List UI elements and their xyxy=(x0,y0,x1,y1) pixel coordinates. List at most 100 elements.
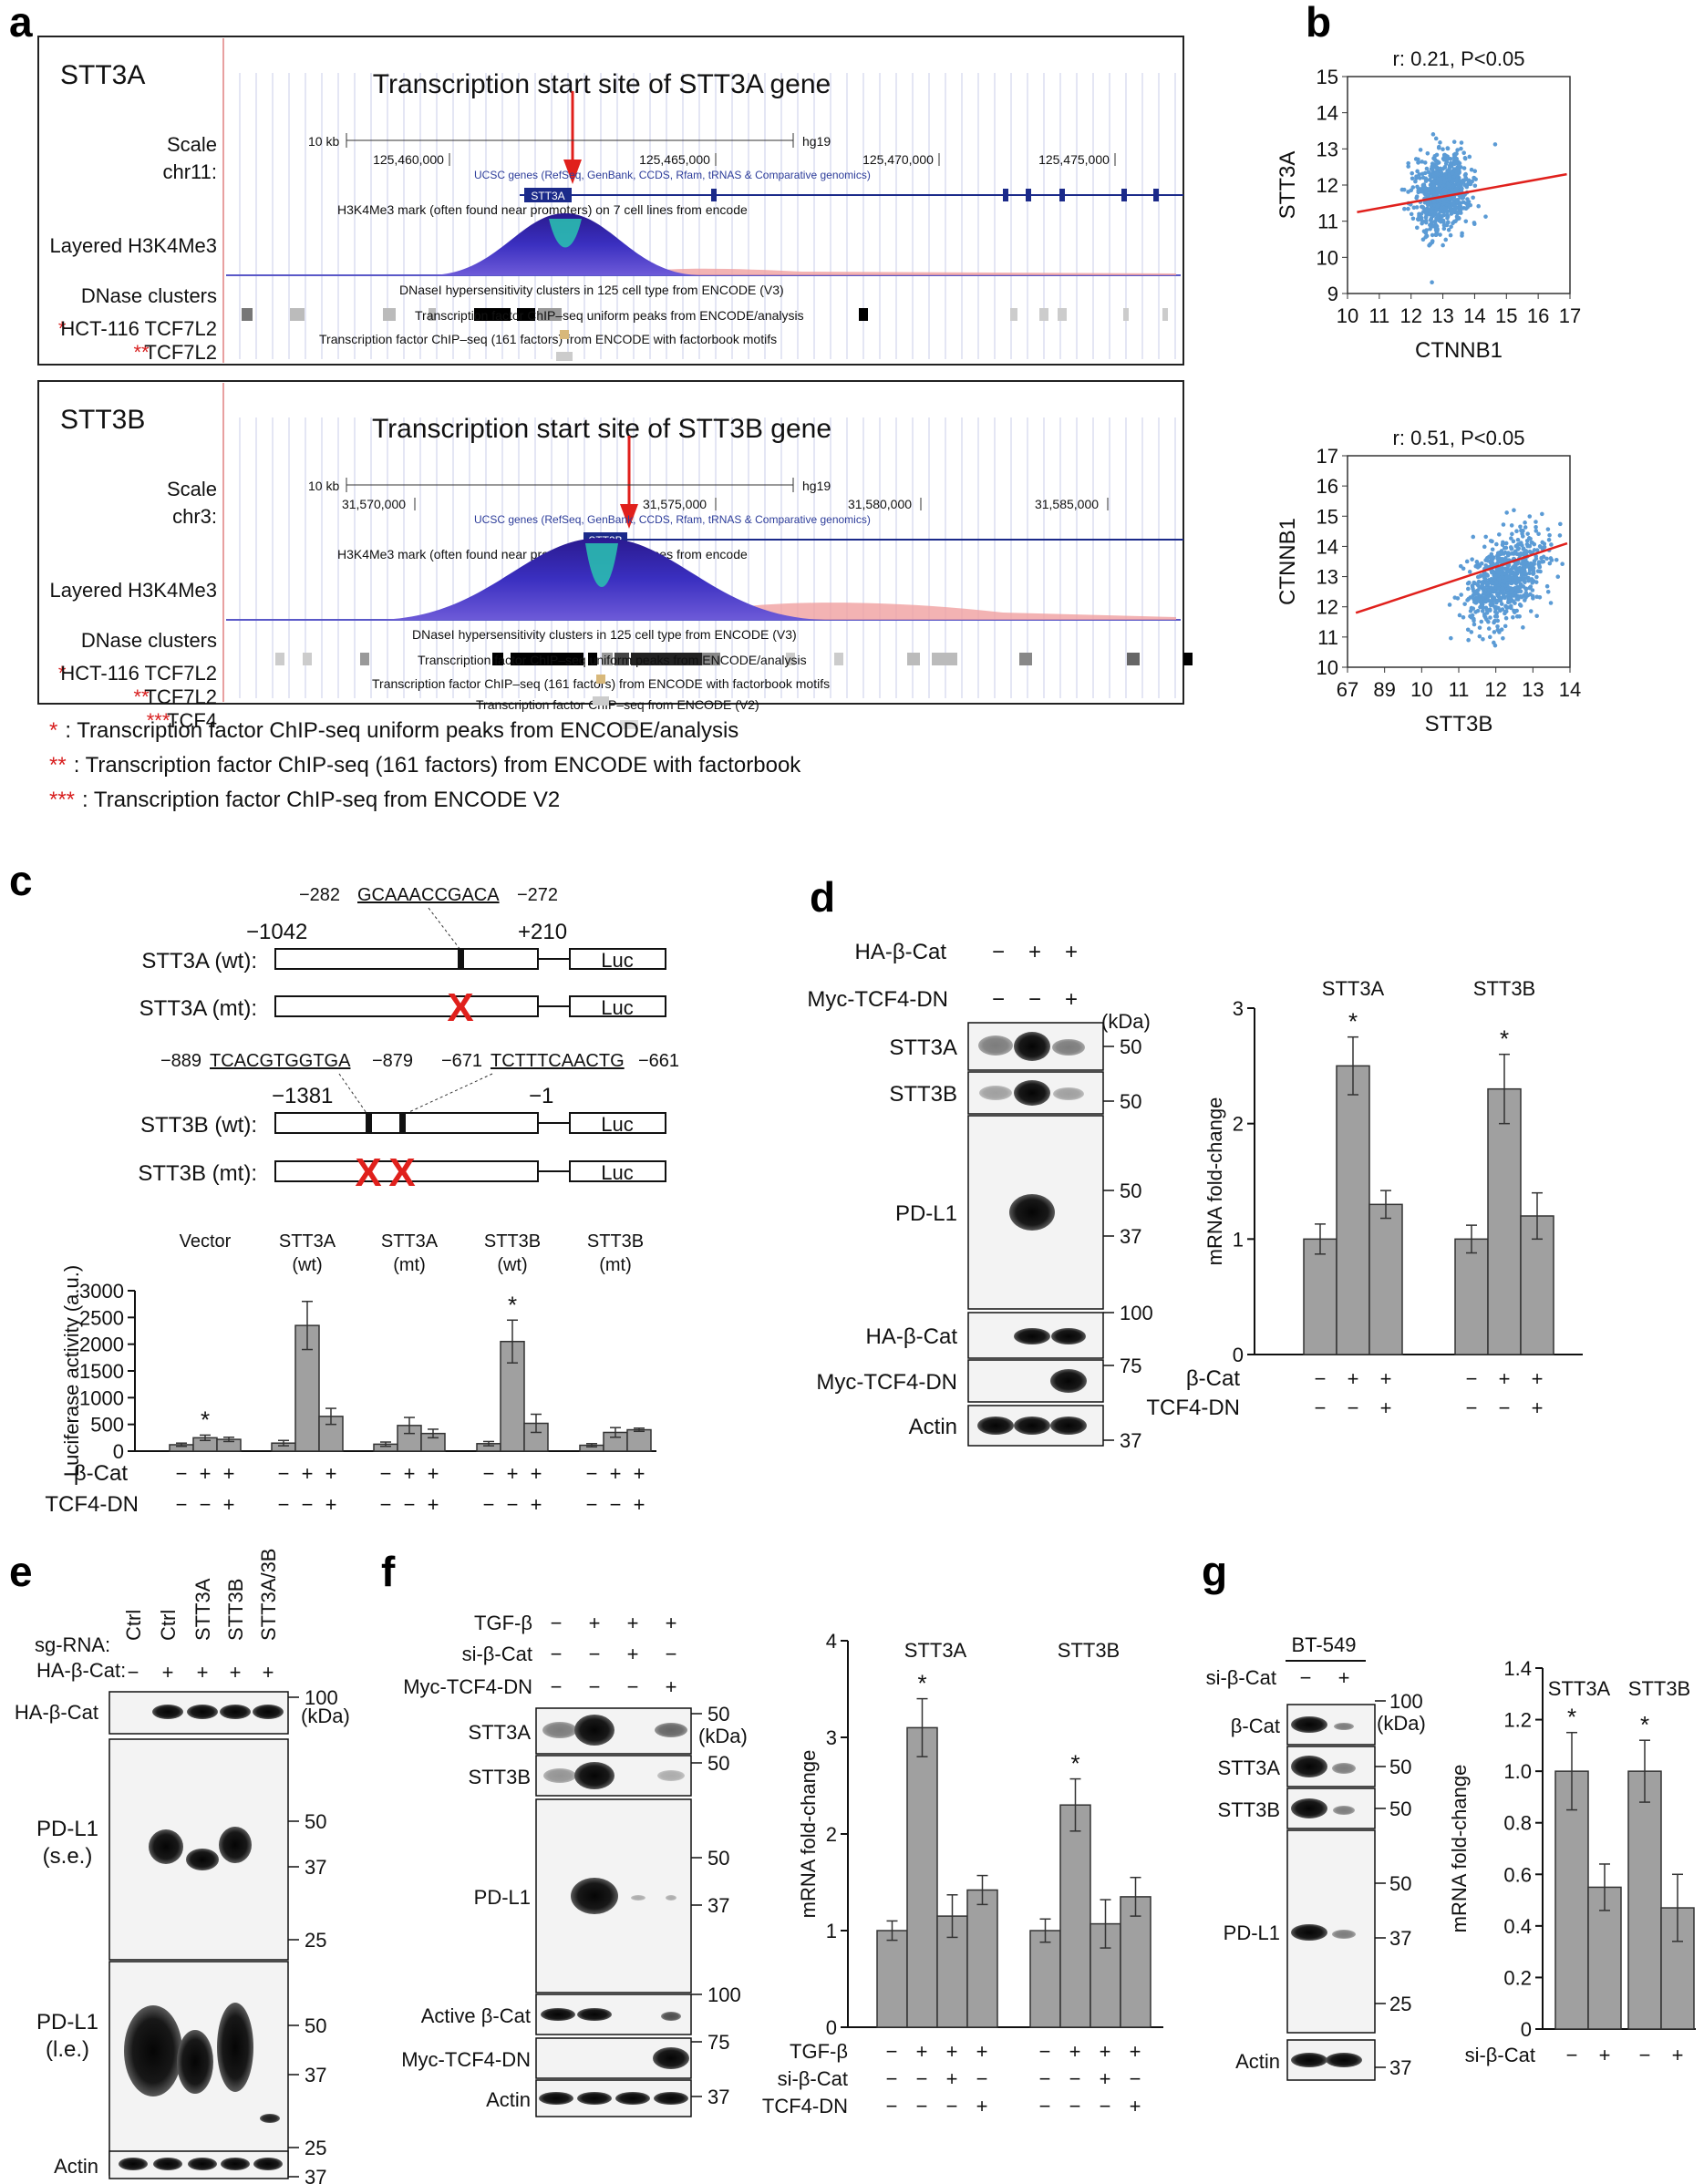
panel-label-e: e xyxy=(9,1548,33,1595)
data-point xyxy=(1406,190,1410,194)
row-stars: ** xyxy=(133,341,150,364)
blot-row-label: HA-β-Cat xyxy=(15,1701,98,1724)
condition-label: si-β-Cat xyxy=(778,2067,848,2090)
condition-label: TGF-β xyxy=(790,2040,848,2063)
x-tick-label: 16 xyxy=(1527,304,1549,327)
y-axis-label: mRNA fold-change xyxy=(1448,1765,1471,1933)
legend-text-2: : Transcription factor ChIP-seq (161 fac… xyxy=(73,753,801,778)
data-point xyxy=(1532,541,1537,547)
data-point xyxy=(1512,551,1517,556)
x-tick-label: 11 xyxy=(1368,304,1389,327)
data-point xyxy=(1460,233,1464,238)
track-scale-label: Scale xyxy=(167,478,217,500)
data-point xyxy=(1406,206,1410,211)
data-point xyxy=(1424,214,1429,219)
data-point xyxy=(1451,194,1457,200)
data-point xyxy=(1532,561,1536,567)
sign: − xyxy=(916,2095,928,2117)
sign: − xyxy=(586,1493,598,1516)
data-point xyxy=(1435,212,1441,218)
sign: + xyxy=(1499,1367,1511,1390)
sign: − xyxy=(586,1462,598,1485)
sign: − xyxy=(551,1612,563,1634)
data-point xyxy=(1545,589,1551,594)
significance-star: * xyxy=(508,1291,517,1318)
data-point xyxy=(1539,560,1544,564)
exon-block xyxy=(1026,189,1031,201)
data-point xyxy=(1484,607,1490,613)
data-point xyxy=(1494,541,1499,547)
marker-label: 25 xyxy=(1389,1993,1411,2015)
sign: − xyxy=(1069,2095,1081,2117)
row-stars: ** xyxy=(133,685,150,708)
sign: − xyxy=(886,2040,898,2063)
sign: − xyxy=(946,2095,958,2117)
sign: − xyxy=(1039,2095,1051,2117)
data-point xyxy=(1477,563,1482,569)
bar xyxy=(1336,1065,1370,1355)
blot-band xyxy=(1291,1756,1327,1777)
data-point xyxy=(1482,544,1487,550)
data-point xyxy=(1501,540,1505,545)
promoter-box xyxy=(274,1112,539,1134)
data-point xyxy=(1508,571,1513,576)
blot-band xyxy=(542,1722,577,1738)
group-label: (wt) xyxy=(292,1255,322,1275)
data-point xyxy=(1481,637,1485,642)
blot-row-label: PD-L1 xyxy=(36,2010,98,2035)
coord-label: 125,460,000 xyxy=(373,152,444,167)
data-point xyxy=(1434,164,1440,170)
blot-row-label: Active β-Cat xyxy=(421,2004,531,2027)
data-point xyxy=(1430,232,1435,238)
data-point xyxy=(1510,531,1514,537)
data-point xyxy=(1453,160,1459,166)
y-tick-label: 2 xyxy=(1233,1113,1244,1136)
blot-row-label: Myc-TCF4-DN xyxy=(816,1370,957,1395)
data-point xyxy=(1505,581,1511,586)
blot-band xyxy=(260,2114,280,2123)
data-point xyxy=(1458,165,1463,170)
y-tick-label: 0.8 xyxy=(1503,1812,1532,1835)
dnase-block xyxy=(1162,308,1168,321)
blot-band xyxy=(119,2158,148,2170)
layered-h3k4-label: Layered H3K4Me3 xyxy=(50,579,217,602)
blot-band xyxy=(615,2092,650,2105)
data-point xyxy=(1457,613,1462,618)
data-point xyxy=(1465,205,1471,210)
blot-band xyxy=(541,2008,575,2021)
dnase-block xyxy=(1010,308,1017,321)
construct-label: STT3B (wt): xyxy=(140,1113,257,1138)
data-point xyxy=(1424,228,1429,232)
significance-star: * xyxy=(1640,1711,1649,1738)
blot-band xyxy=(1014,1032,1050,1061)
sign: + xyxy=(230,1661,242,1684)
data-point xyxy=(1449,211,1454,216)
y-tick-label: 15 xyxy=(1317,505,1338,528)
tcf-site xyxy=(366,1113,372,1133)
data-point xyxy=(1432,153,1438,159)
tf-peak-marker xyxy=(556,352,573,361)
data-point xyxy=(1544,556,1549,561)
bar xyxy=(1627,1770,1662,2030)
data-point xyxy=(1528,584,1534,590)
h3k4-peak-core xyxy=(585,543,618,587)
bar xyxy=(906,1726,938,2028)
sign: − xyxy=(976,2067,988,2090)
sign: − xyxy=(589,1643,601,1665)
data-point xyxy=(1441,199,1446,204)
data-point xyxy=(1447,169,1451,173)
data-point xyxy=(1443,171,1448,177)
legend-item-1: *: Transcription factor ChIP-seq uniform… xyxy=(49,718,738,744)
data-point xyxy=(1441,157,1447,162)
data-point xyxy=(1454,178,1459,183)
sign: + xyxy=(223,1493,235,1516)
y-tick-label: 2 xyxy=(826,1823,837,1846)
data-point xyxy=(1499,627,1504,632)
sign: + xyxy=(428,1493,439,1516)
data-point xyxy=(1490,581,1494,586)
data-point xyxy=(1461,200,1466,205)
y-tick-label: 1.0 xyxy=(1503,1760,1532,1783)
data-point xyxy=(1492,595,1497,600)
data-point xyxy=(1495,627,1501,633)
site-seq: TCTTTCAACTG xyxy=(491,1051,625,1071)
